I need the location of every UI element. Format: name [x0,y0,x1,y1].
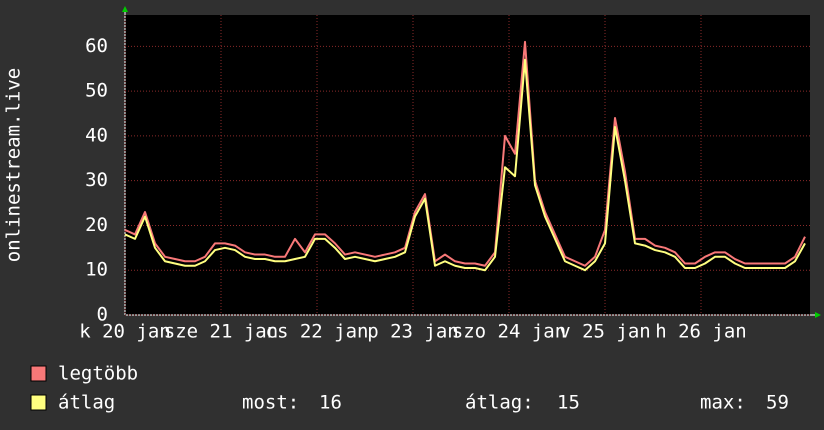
y-tick-label: 0 [97,304,108,326]
x-tick-label: h 26 jan [655,321,747,343]
legend-label: legtöbb [58,363,138,385]
x-tick-label: szo 24 jan [452,321,566,343]
y-tick-label: 10 [85,259,108,281]
y-tick-label: 60 [85,35,108,57]
y-tick-label: 30 [85,169,108,191]
x-tick-label: k 20 jan [79,321,171,343]
legend-label: átlag [58,392,115,414]
x-tick-label: v 25 jan [559,321,651,343]
stat-label: max: [700,392,746,414]
x-tick-label: sze 21 jan [164,321,278,343]
stat-value: 15 [557,392,580,414]
legend-swatch [30,365,47,382]
stat-value: 59 [766,392,789,414]
series-line [124,58,806,272]
x-arrow [815,312,821,318]
stat-label: most: [242,392,299,414]
y-tick-label: 50 [85,80,108,102]
stat-label: átlag: [465,392,534,414]
x-tick-label: cs 22 jan [266,321,369,343]
series-line [124,40,806,267]
x-tick-label: p 23 jan [367,321,459,343]
y-tick-label: 40 [85,124,108,146]
legend-swatch [30,394,47,411]
stat-value: 16 [319,392,342,414]
plot-area [125,15,810,315]
y-arrow [122,6,128,12]
y-axis-label: onlinestream.live [3,68,25,262]
y-tick-label: 20 [85,214,108,236]
